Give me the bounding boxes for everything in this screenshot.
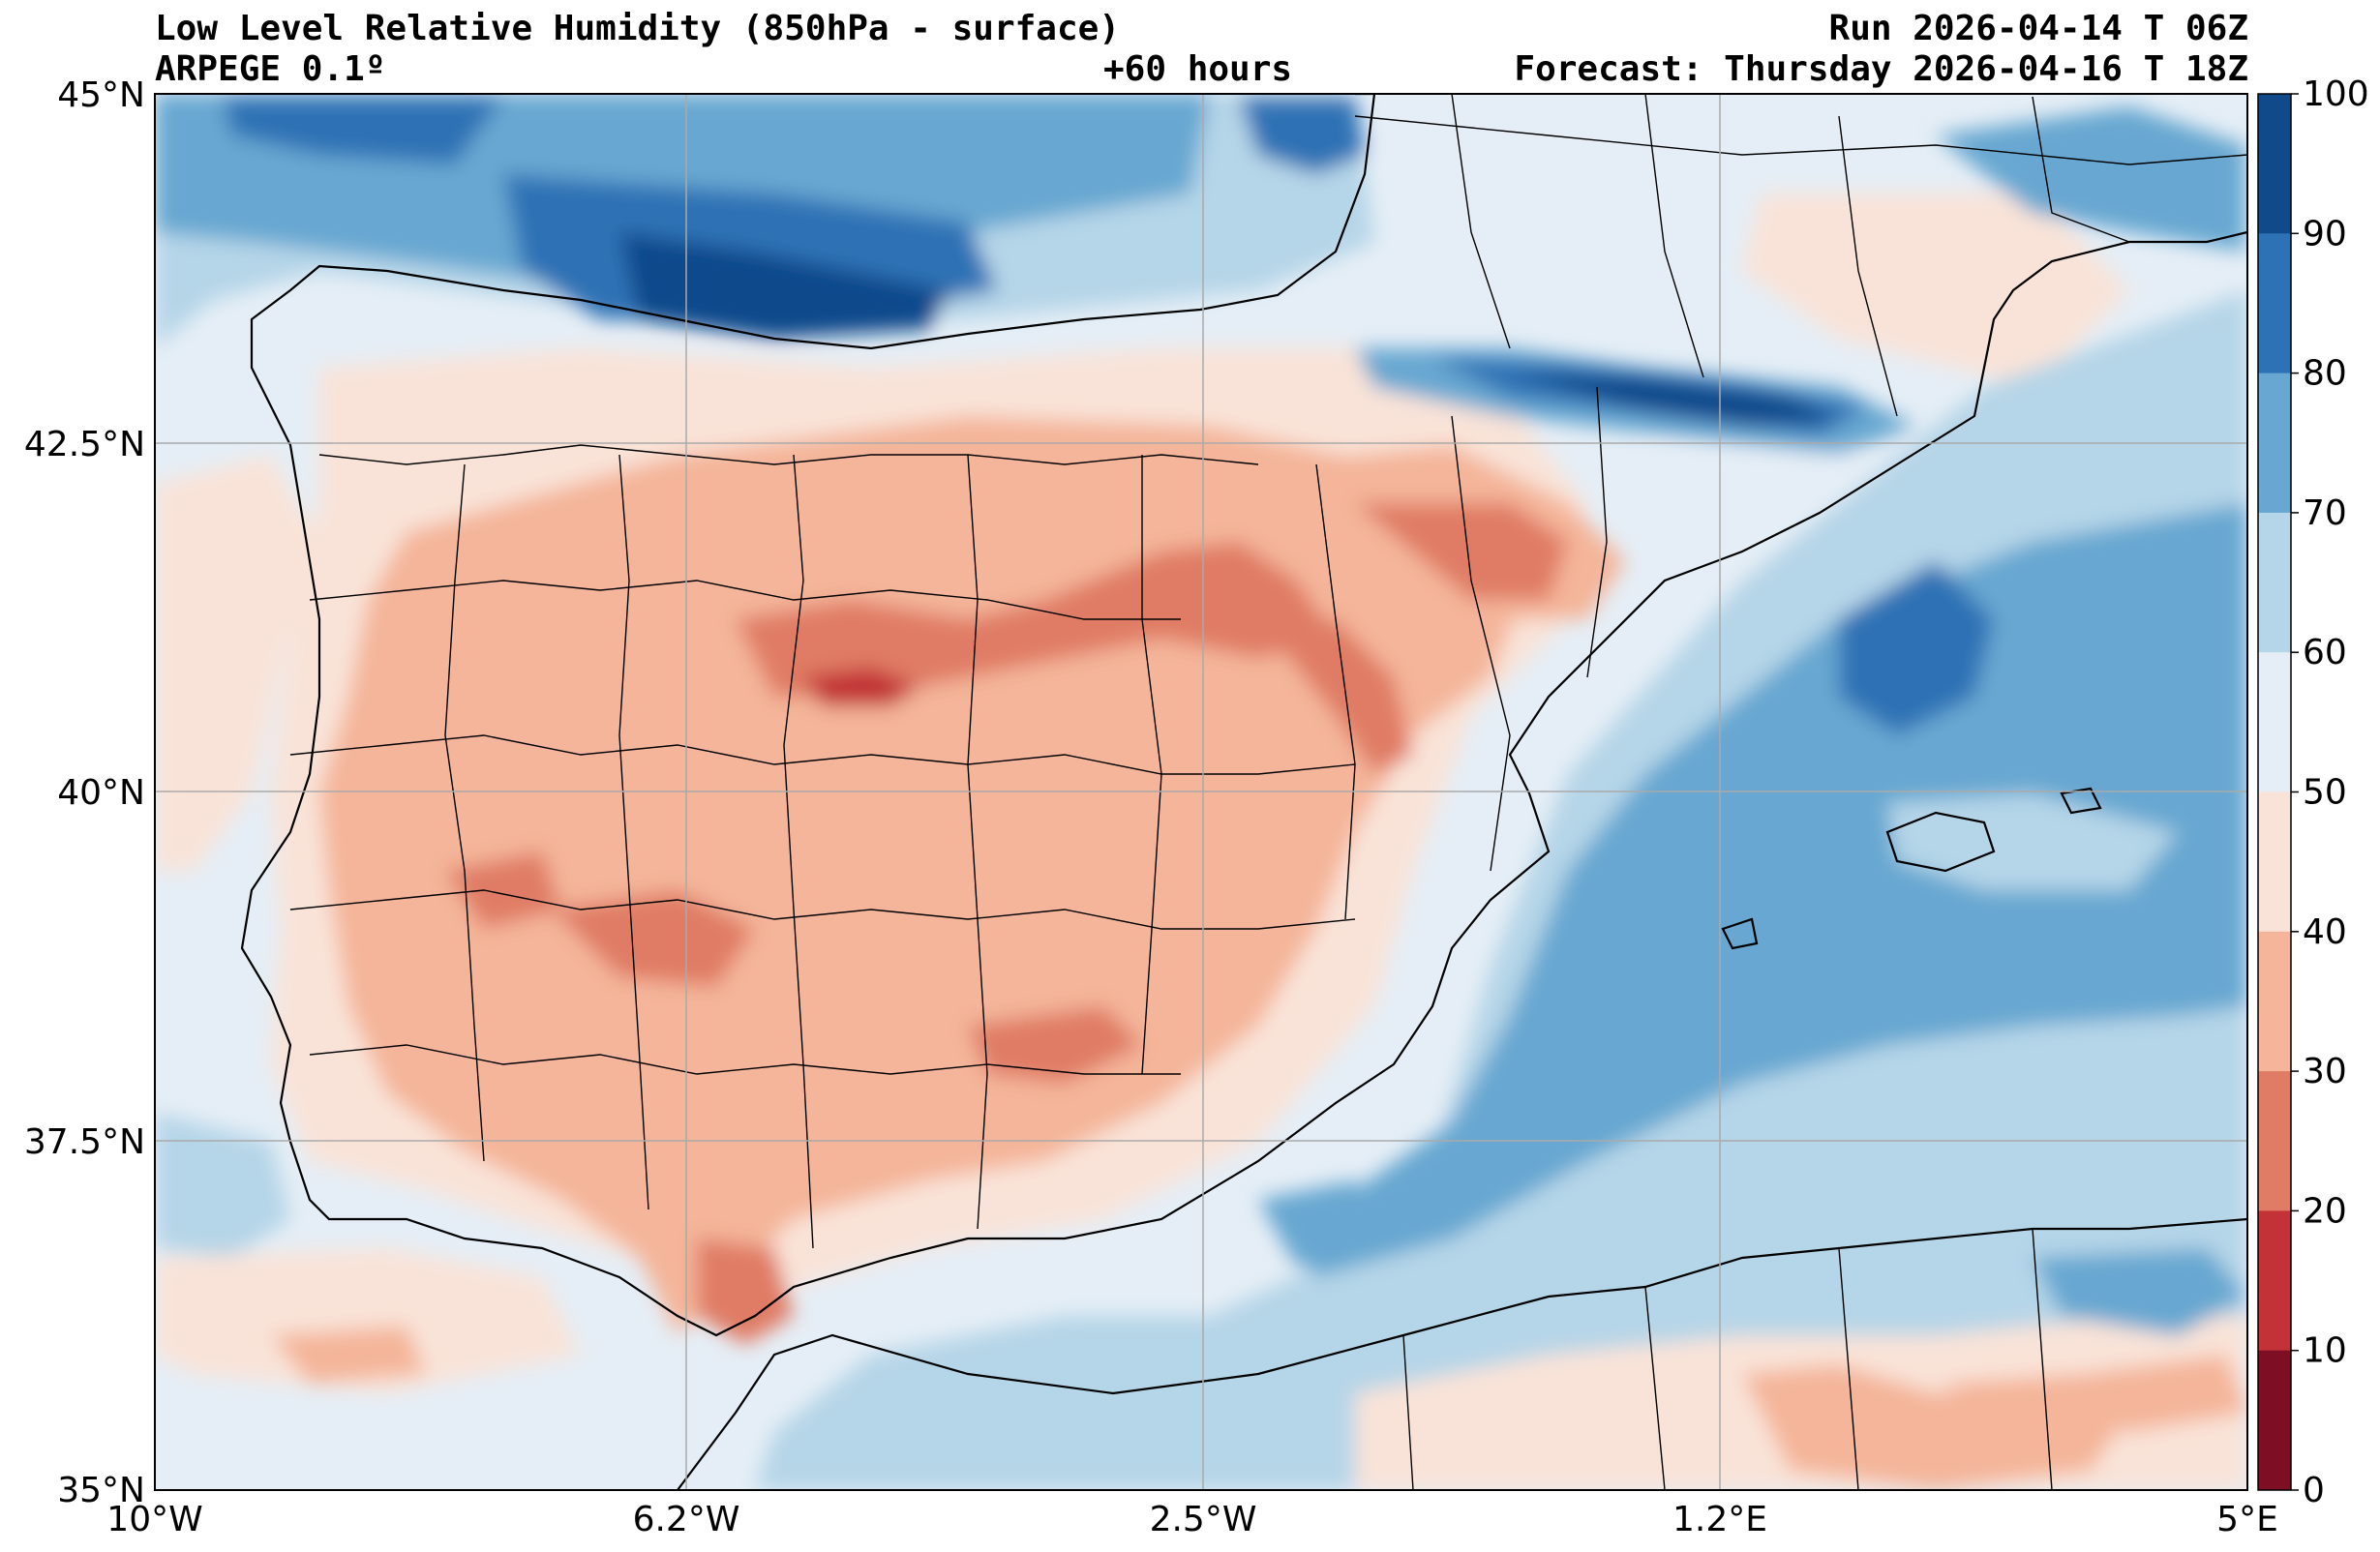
- colorbar-segment: [2258, 1210, 2291, 1352]
- colorbar-label: 10: [2303, 1331, 2347, 1371]
- colorbar-label: 100: [2303, 75, 2369, 114]
- colorbar-label: 50: [2303, 773, 2347, 813]
- y-tick-label: 40°N: [57, 773, 145, 813]
- y-tick-label: 37.5°N: [24, 1122, 145, 1162]
- colorbar-segment: [2258, 373, 2291, 514]
- colorbar-segment: [2258, 233, 2291, 374]
- colorbar-label: 80: [2303, 354, 2347, 394]
- coastlines: [240, 94, 2247, 1490]
- colorbar-label: 0: [2303, 1471, 2325, 1510]
- model-name: ARPEGE 0.1º: [155, 49, 386, 89]
- colorbar-label: 30: [2303, 1052, 2347, 1091]
- colorbar-label: 60: [2303, 633, 2347, 672]
- y-tick-label: 45°N: [57, 75, 145, 115]
- x-tick-label: 6.2°W: [633, 1500, 740, 1539]
- colorbar-segment: [2258, 512, 2291, 653]
- gridlines: [155, 94, 2247, 1490]
- colorbar-label: 20: [2303, 1191, 2347, 1231]
- colorbar-segment: [2258, 1350, 2291, 1491]
- map-title: Low Level Relative Humidity (850hPa - su…: [155, 9, 1120, 48]
- x-tick-label: 5°E: [2216, 1500, 2278, 1539]
- colorbar-label: 90: [2303, 214, 2347, 254]
- run-time: Run 2026-04-14 T 06Z: [1828, 9, 2248, 48]
- y-tick-label: 42.5°N: [24, 425, 145, 464]
- x-axis: 10°W 6.2°W 2.5°W 1.2°E 5°E: [106, 1500, 2278, 1539]
- colorbar-segment: [2258, 1071, 2291, 1211]
- colorbar-segment: [2258, 931, 2291, 1072]
- lead-time: +60 hours: [1103, 49, 1293, 89]
- x-tick-label: 2.5°W: [1150, 1500, 1257, 1539]
- plot-frame: [154, 93, 2248, 1491]
- y-axis: 45°N 42.5°N 40°N 37.5°N 35°N: [24, 75, 145, 1510]
- admin-borders: [289, 94, 2247, 1490]
- x-tick-label: 10°W: [106, 1500, 202, 1539]
- y-tick-label: 35°N: [57, 1471, 145, 1510]
- colorbar-label: 70: [2303, 493, 2347, 533]
- x-tick-label: 1.2°E: [1672, 1500, 1767, 1539]
- colorbar-segment: [2258, 94, 2291, 234]
- colorbar-label: 40: [2303, 912, 2347, 952]
- contour-fields: [155, 94, 2247, 1490]
- colorbar-segment: [2258, 652, 2291, 792]
- colorbar-segment: [2258, 791, 2291, 933]
- forecast-time: Forecast: Thursday 2026-04-16 T 18Z: [1514, 49, 2248, 89]
